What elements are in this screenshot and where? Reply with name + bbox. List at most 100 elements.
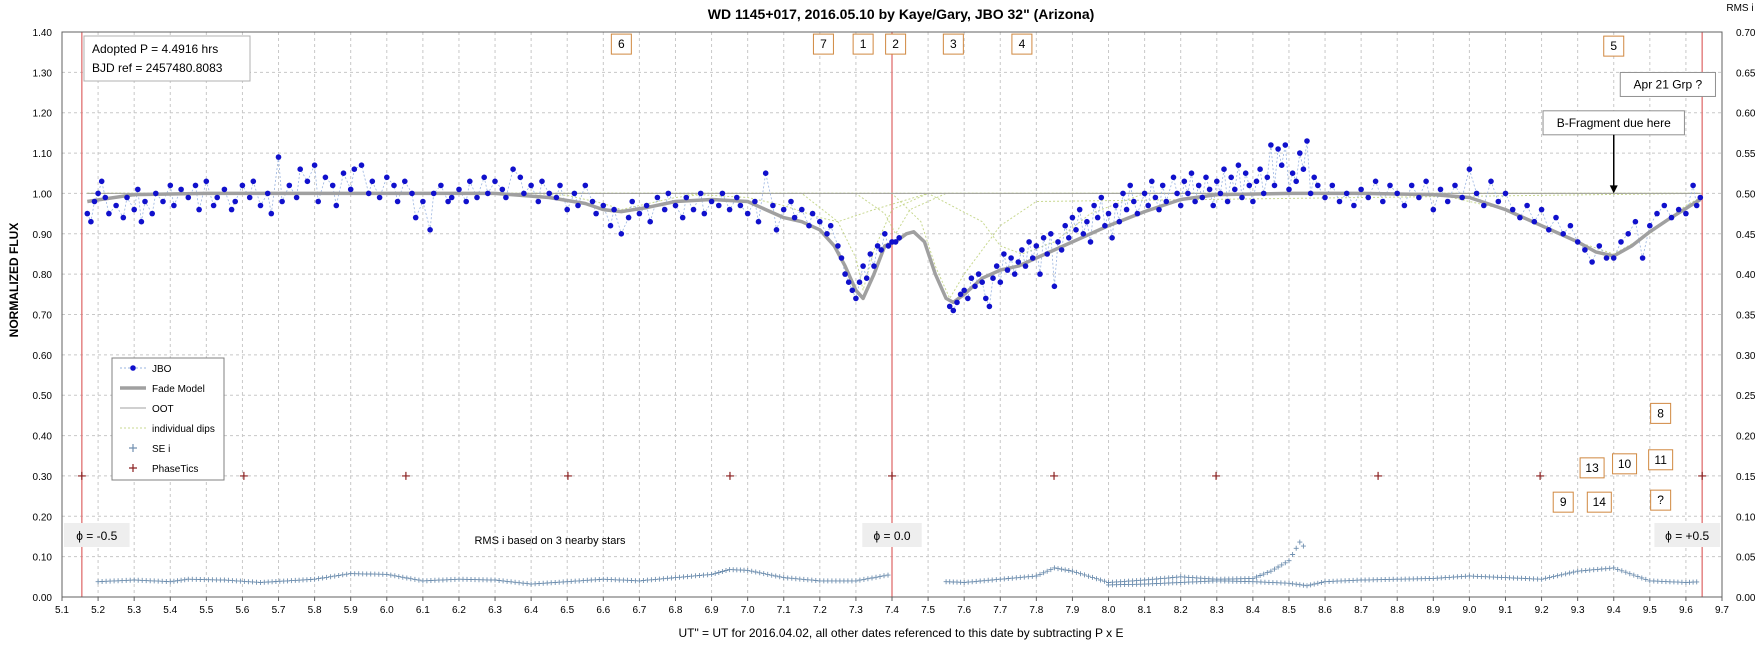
- jbo-point: [456, 186, 462, 193]
- phase-tic: [1698, 471, 1707, 480]
- fragment-marker-label: 4: [1019, 37, 1026, 51]
- jbo-point: [990, 275, 996, 282]
- legend: JBO Fade Model OOT individual dips SE i Phase…: [111, 357, 225, 481]
- jbo-point: [1693, 202, 1700, 209]
- jbo-point: [1661, 202, 1668, 209]
- jbo-point: [1488, 178, 1494, 185]
- jbo-point: [835, 243, 841, 249]
- sei-mark: [412, 576, 418, 582]
- legend-label: JBO: [152, 364, 172, 375]
- jbo-point: [1567, 222, 1574, 229]
- sei-mark: [392, 573, 398, 579]
- jbo-point: [279, 198, 285, 205]
- sei-mark: [1062, 567, 1068, 573]
- jbo-point: [311, 162, 318, 168]
- jbo-point: [1015, 259, 1022, 265]
- jbo-point: [690, 206, 697, 213]
- jbo-point: [427, 227, 433, 233]
- legend-label: OOT: [152, 404, 174, 415]
- phase-tic: [888, 471, 896, 480]
- jbo-point: [402, 178, 408, 185]
- jbo-point: [1224, 198, 1231, 205]
- jbo-point: [809, 210, 816, 217]
- jbo-point: [369, 178, 376, 185]
- jbo-point: [1380, 198, 1386, 205]
- jbo-point: [210, 202, 217, 209]
- jbo-point: [975, 271, 982, 277]
- jbo-point: [1069, 214, 1076, 221]
- sei-mark: [1300, 582, 1306, 588]
- jbo-point: [203, 178, 210, 185]
- sei-mark: [745, 567, 751, 573]
- phase-tic: [1050, 471, 1059, 480]
- fragment-marker-box: [1603, 35, 1625, 57]
- sei-mark: [1048, 567, 1054, 573]
- jbo-point: [160, 198, 166, 205]
- y-axis-label: NORMALIZED FLUX: [7, 223, 21, 338]
- fragment-marker-box: [1552, 491, 1574, 513]
- sei-mark: [857, 577, 863, 583]
- jbo-point: [113, 202, 119, 209]
- jbo-point: [1473, 190, 1480, 197]
- sei-mark: [1082, 572, 1087, 578]
- jbo-connector: [949, 140, 1701, 312]
- jbo-point: [1170, 174, 1177, 181]
- x-tick-label: 8.7: [1354, 605, 1368, 616]
- sei-mark: [719, 569, 725, 574]
- y2-tick-label: 0.65: [1736, 68, 1756, 79]
- jbo-point: [131, 206, 137, 213]
- sei-mark: [761, 571, 767, 577]
- x-tick-label: 9.3: [1571, 605, 1585, 616]
- y2-tick-label: 0.30: [1736, 351, 1756, 362]
- jbo-point: [1257, 166, 1263, 172]
- chart-title: WD 1145+017, 2016.05.10 by Kaye/Gary, JB…: [708, 6, 1095, 22]
- jbo-point: [1152, 194, 1159, 201]
- x-tick-label: 5.9: [344, 605, 358, 616]
- jbo-point: [1271, 182, 1278, 189]
- fragment-marker-box: [1612, 453, 1638, 475]
- sei-mark: [1563, 571, 1569, 577]
- sei-mark: [1102, 578, 1107, 584]
- jbo-point: [1242, 170, 1249, 176]
- sei-mark: [1279, 562, 1285, 568]
- fragment-marker-box: [812, 33, 834, 55]
- sei-mark: [1272, 566, 1277, 572]
- y2-tick-label: 0.05: [1736, 553, 1756, 564]
- fragment-marker-label: 10: [1618, 457, 1632, 471]
- jbo-point: [752, 198, 758, 205]
- jbo-point: [1416, 194, 1422, 201]
- jbo-point: [1639, 255, 1646, 261]
- jbo-point: [293, 194, 300, 201]
- jbo-point: [1210, 202, 1216, 209]
- jbo-point: [239, 182, 246, 189]
- jbo-point: [250, 178, 257, 185]
- jbo-point: [1260, 190, 1267, 197]
- sei-mark: [182, 577, 188, 583]
- jbo-point: [438, 182, 444, 189]
- phase-tic: [401, 471, 410, 480]
- fragment-marker-box: [1650, 489, 1672, 511]
- jbo-point: [1282, 142, 1289, 148]
- phase-label-box: [1654, 523, 1720, 547]
- jbo-point: [1120, 190, 1126, 197]
- sei-mark: [865, 576, 871, 582]
- jbo-point: [1618, 239, 1624, 245]
- x-tick-label: 8.0: [1102, 605, 1116, 616]
- sei-mark: [384, 571, 390, 577]
- jbo-point: [993, 263, 1000, 269]
- jbo-point: [824, 231, 830, 237]
- x-tick-label: 7.4: [885, 605, 899, 616]
- jbo-point: [1163, 198, 1170, 205]
- jbo-point: [1228, 174, 1234, 181]
- jbo-point: [1311, 174, 1317, 181]
- sei-mark: [1311, 581, 1317, 587]
- y2-tick-label: 0.10: [1736, 512, 1756, 523]
- jbo-point: [1315, 182, 1321, 189]
- sei-mark: [1567, 570, 1573, 576]
- x-tick-label: 5.1: [55, 605, 69, 616]
- fade-model-line: [87, 191, 1702, 305]
- jbo-point: [221, 186, 228, 193]
- jbo-point: [1188, 170, 1195, 176]
- jbo-point: [679, 214, 686, 221]
- sei-mark: [344, 571, 350, 577]
